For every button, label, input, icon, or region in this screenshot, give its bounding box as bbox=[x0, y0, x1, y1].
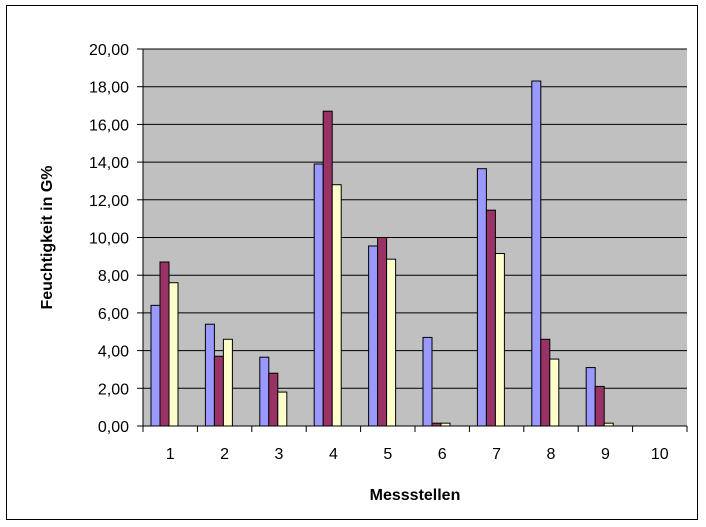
y-tick-label: 16,00 bbox=[89, 117, 129, 134]
x-tick-label: 5 bbox=[383, 446, 392, 463]
bar-series-1-cat-8 bbox=[531, 80, 542, 427]
y-tick-label: 10,00 bbox=[89, 231, 129, 248]
y-tick-label: 6,00 bbox=[98, 306, 129, 323]
bar-series-1-cat-5 bbox=[368, 245, 379, 427]
x-tick-label: 3 bbox=[275, 446, 284, 463]
x-axis-title: Messstellen bbox=[370, 487, 461, 504]
y-tick-label: 0,00 bbox=[98, 419, 129, 436]
bar-series-2-cat-5 bbox=[377, 237, 388, 427]
bar-series-3-cat-3 bbox=[277, 391, 288, 427]
x-tick-label: 7 bbox=[492, 446, 501, 463]
bar-series-1-cat-9 bbox=[585, 367, 596, 427]
bar-series-2-cat-7 bbox=[485, 209, 496, 427]
bar-series-2-cat-1 bbox=[159, 261, 170, 427]
axes bbox=[137, 48, 688, 432]
bar-series-3-cat-7 bbox=[494, 253, 505, 427]
y-axis-title: Feuchtigkeit in G% bbox=[39, 165, 56, 309]
bar-series-2-cat-4 bbox=[322, 110, 333, 427]
bar-series-3-cat-8 bbox=[549, 358, 560, 427]
x-tick-labels: 1 2 3 4 5 6 7 8 9 10 bbox=[166, 446, 669, 463]
y-tick-label: 2,00 bbox=[98, 381, 129, 398]
bar-series-1-cat-4 bbox=[313, 163, 324, 427]
x-tick-label: 8 bbox=[547, 446, 556, 463]
bar-series-3-cat-5 bbox=[386, 258, 397, 427]
bar-series-2-cat-9 bbox=[594, 385, 605, 427]
bar-series-1-cat-1 bbox=[150, 304, 161, 427]
bar-series-3-cat-4 bbox=[331, 184, 342, 427]
x-tick-label: 1 bbox=[166, 446, 175, 463]
x-tick-label: 2 bbox=[220, 446, 229, 463]
gridlines bbox=[143, 48, 687, 389]
y-tick-label: 8,00 bbox=[98, 268, 129, 285]
y-tick-label: 4,00 bbox=[98, 344, 129, 361]
bar-series-2-cat-2 bbox=[213, 355, 224, 427]
x-tick-label: 4 bbox=[329, 446, 338, 463]
y-tick-labels: 0,00 2,00 4,00 6,00 8,00 10,00 12,00 14,00 16,00… bbox=[89, 42, 129, 436]
x-tick-label: 10 bbox=[651, 446, 669, 463]
bar-series-3-cat-1 bbox=[168, 282, 179, 427]
y-tick-label: 14,00 bbox=[89, 155, 129, 172]
y-tick-label: 12,00 bbox=[89, 193, 129, 210]
bar-series-1-cat-6 bbox=[422, 336, 433, 427]
bar-series-1-cat-3 bbox=[259, 356, 270, 427]
bar-series-3-cat-2 bbox=[222, 338, 233, 427]
x-tick-label: 6 bbox=[438, 446, 447, 463]
bar-series-2-cat-8 bbox=[540, 338, 551, 427]
bar-series-2-cat-3 bbox=[268, 372, 279, 427]
bar-series-1-cat-7 bbox=[476, 168, 487, 427]
bar-series-1-cat-2 bbox=[204, 323, 215, 427]
x-tick-label: 9 bbox=[601, 446, 610, 463]
y-tick-label: 20,00 bbox=[89, 42, 129, 59]
y-tick-label: 18,00 bbox=[89, 80, 129, 97]
